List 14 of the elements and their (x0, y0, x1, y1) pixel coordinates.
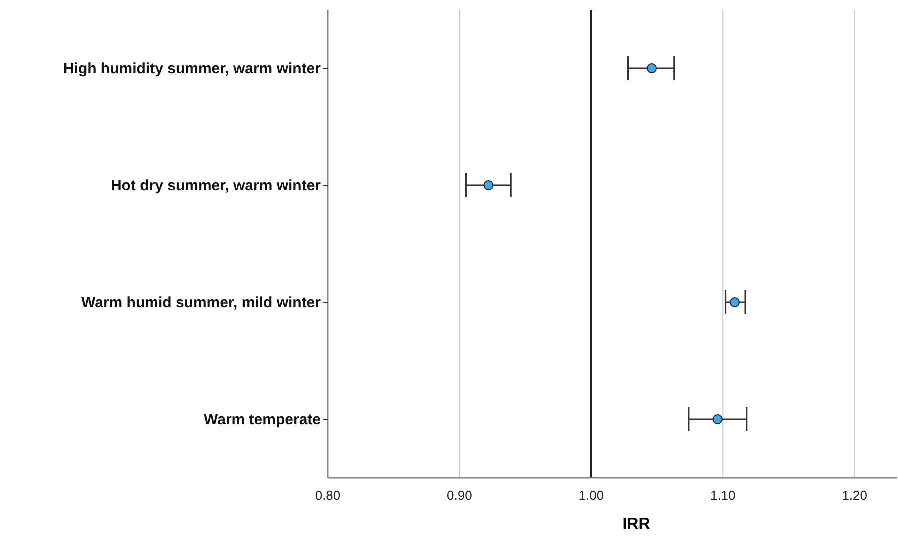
y-tick-label: Warm temperate (204, 412, 321, 428)
x-axis-title: IRR (622, 516, 651, 533)
y-tick-label: Warm humid summer, mild winter (82, 294, 322, 312)
x-tick-label: 1.20 (842, 488, 868, 503)
point (647, 64, 658, 74)
x-tick-label: 1.00 (578, 488, 604, 503)
x-tick-label: 0.90 (447, 488, 472, 503)
point (712, 414, 723, 424)
y-tick-label: Hot dry summer, warm winter (110, 178, 322, 194)
x-tick-label: 1.10 (710, 488, 736, 503)
point (730, 298, 740, 308)
point (484, 180, 494, 190)
x-tick-label: 0.80 (315, 488, 341, 503)
y-tick-label: High humidity summer, warm winter (63, 60, 322, 78)
